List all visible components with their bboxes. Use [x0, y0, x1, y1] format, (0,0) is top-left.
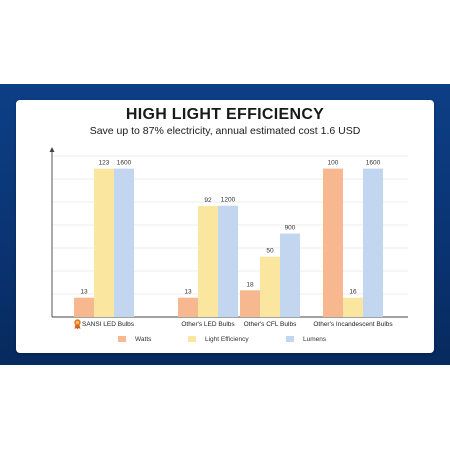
data-label: 16 — [349, 289, 357, 296]
award-ribbon-icon — [74, 319, 81, 330]
data-label: 50 — [266, 248, 274, 255]
chart-subtitle: Save up to 87% electricity, annual estim… — [89, 125, 361, 137]
data-label: 18 — [246, 281, 254, 288]
bar-light-efficiency — [198, 206, 218, 317]
category-label: Other's Incandescent Bulbs — [313, 321, 393, 328]
bar-light-efficiency — [260, 256, 280, 317]
data-label: 1600 — [366, 160, 381, 167]
award-medal-center — [75, 320, 80, 325]
award-ribbon-tails — [74, 325, 81, 330]
data-label: 13 — [80, 289, 88, 296]
legend-item-lumens: Lumens — [286, 333, 326, 345]
bar-light-efficiency — [343, 297, 363, 317]
legend-label: Watts — [135, 335, 152, 343]
legend-swatch — [188, 336, 196, 342]
bar-light-efficiency — [94, 168, 114, 317]
data-label: 100 — [328, 160, 339, 167]
category-label: Other's LED Bulbs — [181, 321, 235, 328]
category-label: Other's CFL Bulbs — [244, 321, 297, 328]
y-axis-arrow — [49, 147, 55, 152]
bar-lumens — [218, 205, 238, 317]
data-label: 13 — [184, 289, 192, 296]
legend-swatch — [118, 336, 126, 342]
chart-title: HIGH LIGHT EFFICIENCY — [125, 106, 325, 123]
chart-card: HIGH LIGHT EFFICIENCY Save up to 87% ele… — [16, 100, 434, 353]
data-label: 1200 — [221, 197, 236, 204]
data-label: 123 — [99, 160, 110, 167]
legend-swatch — [286, 336, 294, 342]
bar-lumens — [114, 168, 134, 317]
data-label: 1600 — [117, 160, 132, 167]
legend-item-light-efficiency: Light Efficiency — [188, 333, 249, 345]
category-label: SANSI LED Bulbs — [82, 321, 135, 328]
bar-lumens — [280, 233, 300, 317]
legend-label: Light Efficiency — [205, 335, 249, 343]
legend-label: Lumens — [303, 335, 327, 343]
data-label: 900 — [285, 225, 296, 232]
data-label: 92 — [204, 197, 212, 204]
bar-watts — [74, 297, 94, 317]
legend-item-watts: Watts — [118, 333, 151, 345]
bar-lumens — [363, 168, 383, 317]
chart-legend: Watts Light Efficiency Lumens — [16, 333, 434, 345]
bar-watts — [240, 290, 260, 317]
bar-watts — [323, 168, 343, 317]
bar-watts — [178, 297, 198, 317]
bar-chart: 13 123 1600 SANSI LED Bulbs 13 92 1200 Other's … — [49, 147, 408, 330]
